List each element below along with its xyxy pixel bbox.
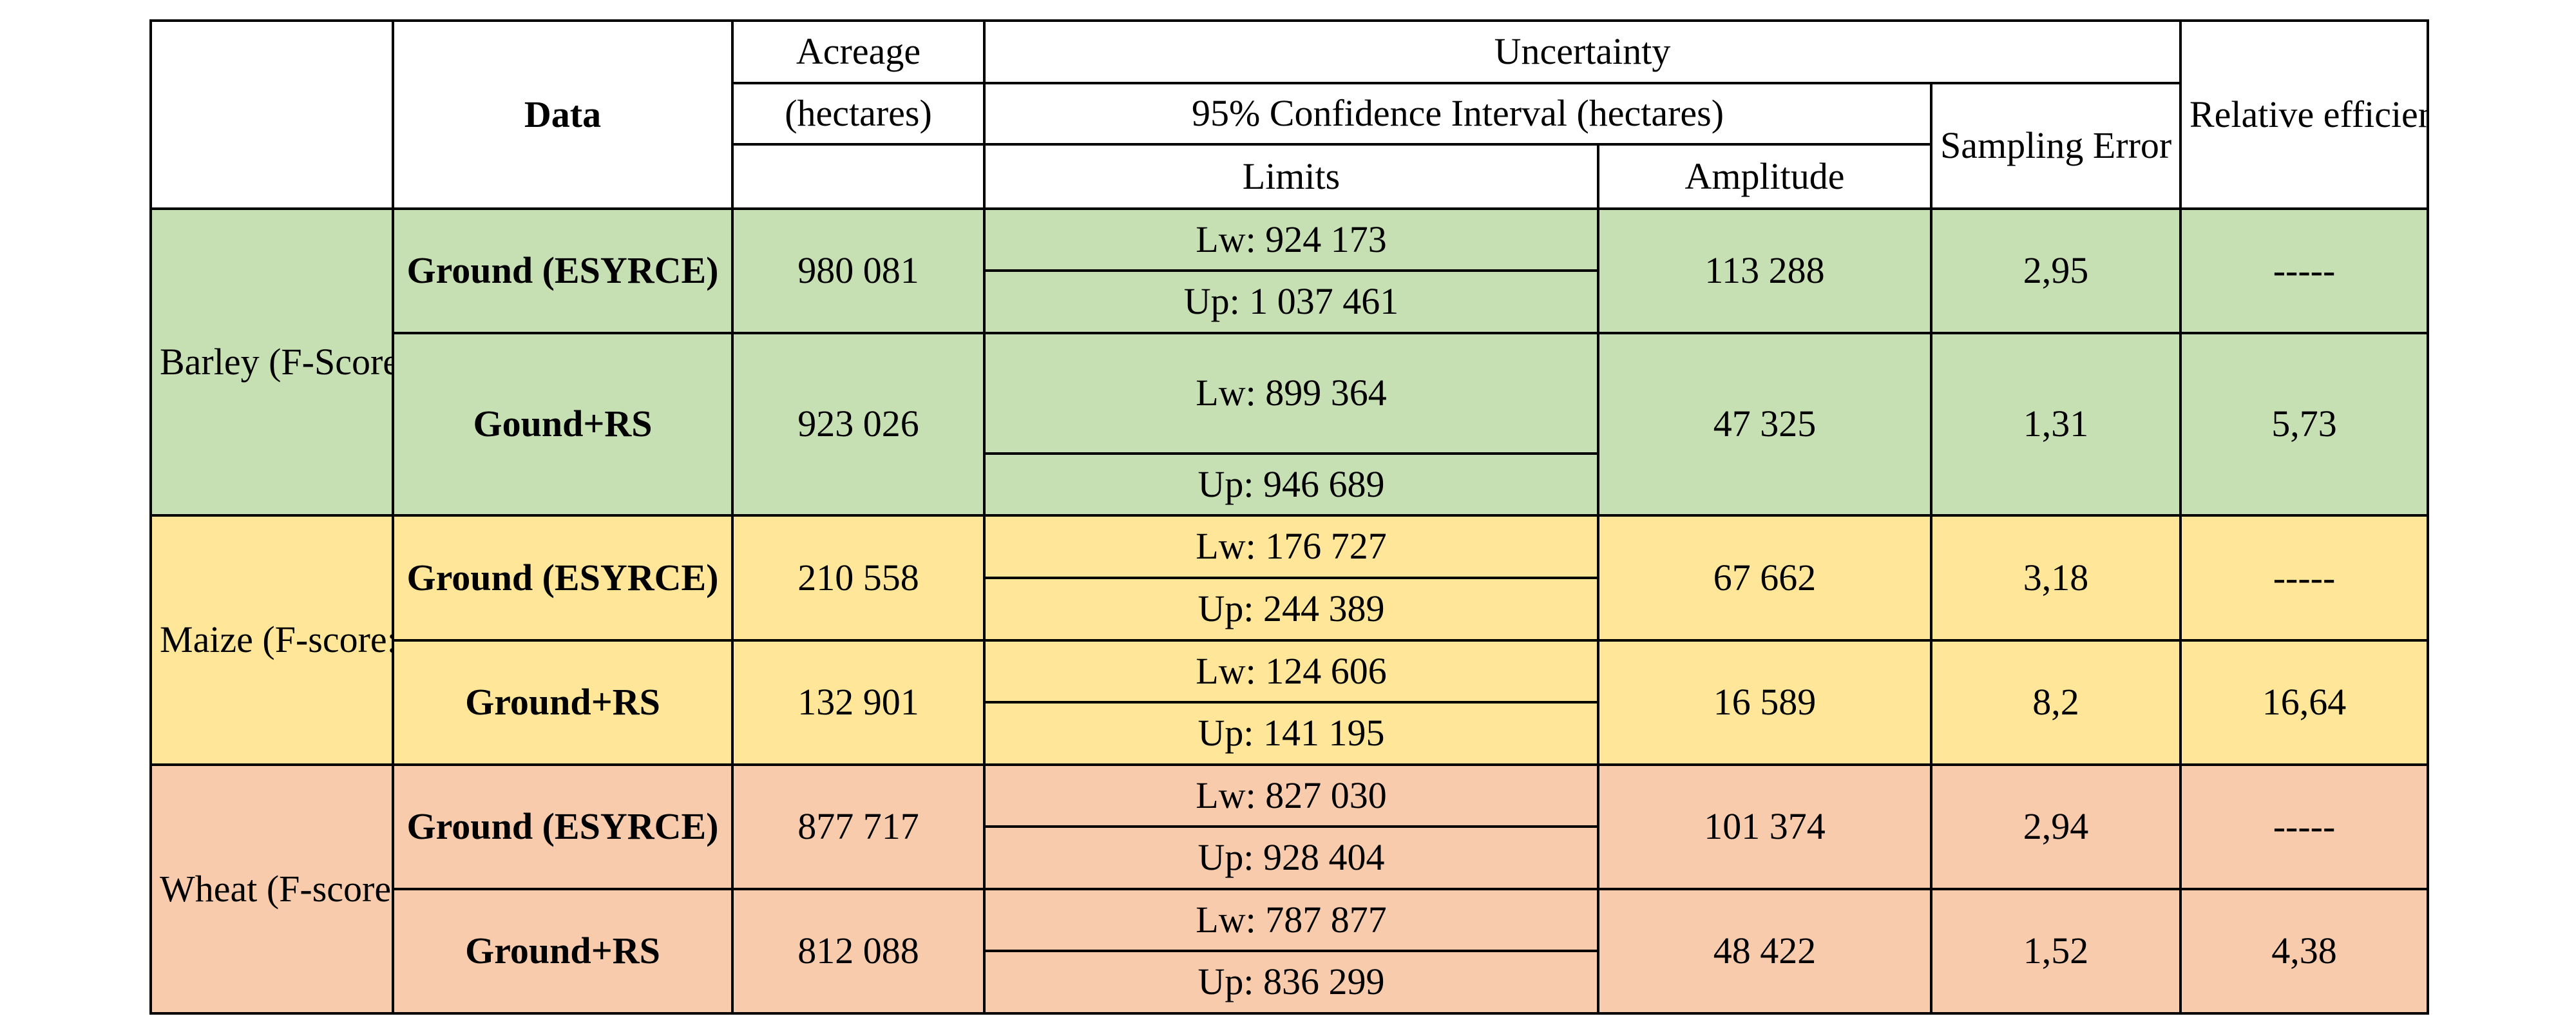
crop-name-wheat: Wheat (F-score: 0,880) <box>149 763 394 1015</box>
acreage-header-line2: (hectares) <box>731 81 986 146</box>
acreage-header-line1: Acreage <box>731 19 986 84</box>
crop-header-cell <box>149 19 394 210</box>
data-cell: Ground (ESYRCE) <box>392 514 734 642</box>
data-cell: Ground (ESYRCE) <box>392 763 734 890</box>
relative-efficiency-cell: ----- <box>2179 207 2429 334</box>
sampling-error-cell: 2,94 <box>1930 763 2182 890</box>
amplitude-cell: 113 288 <box>1597 207 1932 334</box>
amplitude-header: Amplitude <box>1597 143 1932 210</box>
upper-limit-cell: Up: 244 389 <box>983 577 1599 642</box>
table-row: Maize (F-score: 0,970) Ground (ESYRCE) 2… <box>149 514 2429 766</box>
sampling-error-cell: 1,31 <box>1930 331 2182 517</box>
confidence-interval-header: 95% Confidence Interval (hectares) <box>983 81 1932 146</box>
table-row: Up: 836 299 <box>151 950 2428 1015</box>
data-cell: Ground+RS <box>392 887 734 1015</box>
uncertainty-header: Uncertainty <box>983 19 2182 84</box>
table-row: Gound+RS 923 026 Lw: 899 364 47 325 1,31… <box>151 331 2429 517</box>
amplitude-cell: 101 374 <box>1597 763 1932 890</box>
acreage-cell: 210 558 <box>731 514 986 642</box>
lower-limit-cell: Lw: 176 727 <box>983 514 1599 580</box>
acreage-cell: 132 901 <box>731 638 986 766</box>
sampling-error-header: Sampling Error (CV%) <box>1930 81 2182 210</box>
table-row: Up: 1 037 461 <box>151 269 2428 334</box>
table-row: Wheat (F-score: 0,880) Ground (ESYRCE) 8… <box>149 763 2429 1015</box>
lower-limit-cell: Lw: 827 030 <box>983 763 1599 828</box>
lower-limit-cell: Lw: 787 877 <box>983 887 1599 953</box>
data-cell: Ground (ESYRCE) <box>392 207 734 334</box>
table-row: Up: 244 389 <box>151 577 2428 642</box>
acreage-cell: 812 088 <box>731 887 986 1015</box>
table-row: Ground+RS 132 901 Lw: 124 606 16 589 8,2… <box>151 638 2429 766</box>
table-row: Up: 946 689 <box>151 452 2428 517</box>
amplitude-cell: 16 589 <box>1597 638 1932 766</box>
relative-efficiency-cell: ----- <box>2179 763 2429 890</box>
sampling-error-cell: 3,18 <box>1930 514 2182 642</box>
data-cell: Gound+RS <box>392 331 734 517</box>
upper-limit-cell: Up: 928 404 <box>983 825 1599 890</box>
header-row-1: Data Acreage Uncertainty Relative effici… <box>149 19 2429 210</box>
upper-limit-cell: Up: 141 195 <box>983 701 1599 766</box>
upper-limit-cell: Up: 946 689 <box>983 452 1599 517</box>
data-cell: Ground+RS <box>392 638 734 766</box>
acreage-cell: 923 026 <box>731 331 986 517</box>
crop-name-maize: Maize (F-score: 0,970) <box>149 514 394 766</box>
relative-efficiency-cell: 4,38 <box>2179 887 2429 1015</box>
header-row-2: (hectares) 95% Confidence Interval (hect… <box>151 81 2428 210</box>
upper-limit-cell: Up: 1 037 461 <box>983 269 1599 334</box>
limits-header: Limits <box>983 143 1599 210</box>
header-row-3: Limits Amplitude <box>151 143 2428 210</box>
sampling-error-cell: 2,95 <box>1930 207 2182 334</box>
acreage-header-blank <box>731 143 986 210</box>
lower-limit-cell: Lw: 924 173 <box>983 207 1599 273</box>
amplitude-cell: 67 662 <box>1597 514 1932 642</box>
relative-efficiency-cell: ----- <box>2179 514 2429 642</box>
upper-limit-cell: Up: 836 299 <box>983 950 1599 1015</box>
table-row: Ground+RS 812 088 Lw: 787 877 48 422 1,5… <box>151 887 2429 1015</box>
data-header: Data <box>392 19 734 210</box>
relative-efficiency-header: Relative efficiency <box>2179 19 2429 210</box>
amplitude-cell: 47 325 <box>1597 331 1932 517</box>
table-row: Up: 928 404 <box>151 825 2428 890</box>
amplitude-cell: 48 422 <box>1597 887 1932 1015</box>
relative-efficiency-cell: 5,73 <box>2179 331 2429 517</box>
sampling-error-cell: 8,2 <box>1930 638 2182 766</box>
crop-name-barley: Barley (F-Score: 0,875) <box>149 207 394 517</box>
sampling-error-cell: 1,52 <box>1930 887 2182 1015</box>
results-table: Data Acreage Uncertainty Relative effici… <box>149 19 2429 1015</box>
table-row: Barley (F-Score: 0,875) Ground (ESYRCE) … <box>149 207 2429 517</box>
acreage-cell: 877 717 <box>731 763 986 890</box>
relative-efficiency-cell: 16,64 <box>2179 638 2429 766</box>
lower-limit-cell: Lw: 899 364 <box>983 331 1599 455</box>
table-row: Up: 141 195 <box>151 701 2428 766</box>
acreage-cell: 980 081 <box>731 207 986 334</box>
lower-limit-cell: Lw: 124 606 <box>983 638 1599 704</box>
